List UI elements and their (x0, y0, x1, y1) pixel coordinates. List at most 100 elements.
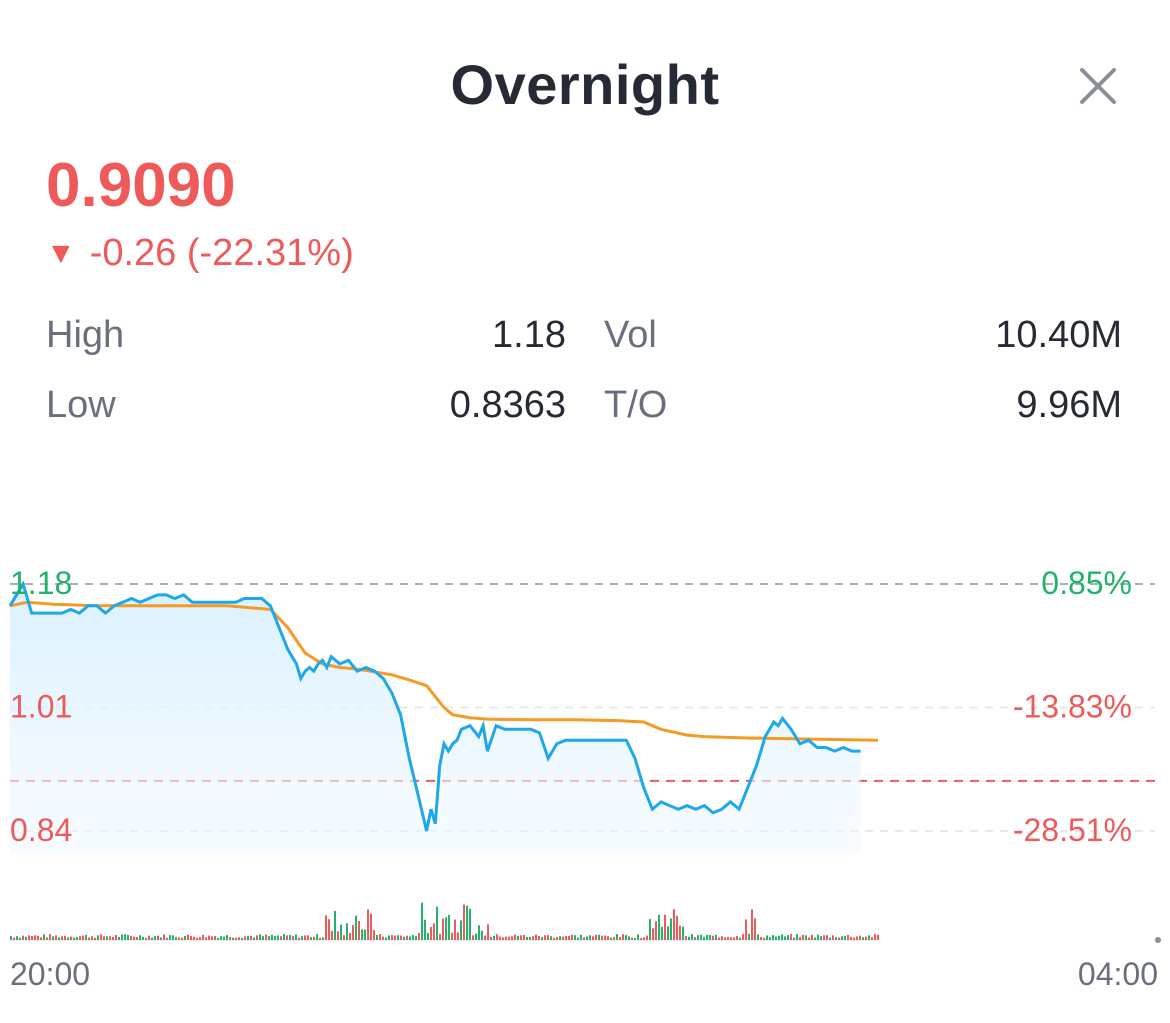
volume-bar (664, 914, 666, 940)
volume-bar (799, 936, 801, 940)
volume-bar (502, 937, 504, 940)
volume-bar (379, 934, 381, 940)
volume-bar (487, 924, 489, 940)
volume-bar (466, 905, 468, 940)
volume-bar (730, 937, 732, 940)
volume-bar (262, 936, 264, 940)
volume-bar (691, 934, 693, 940)
volume-bar (841, 936, 843, 940)
volume-bar (688, 936, 690, 940)
volume-bar (784, 936, 786, 940)
volume-bar (244, 936, 246, 940)
volume-bar (559, 936, 561, 940)
volume-bar (97, 935, 99, 940)
vol-value: 10.40M (995, 314, 1122, 356)
volume-bar (742, 934, 744, 940)
close-icon[interactable] (1076, 64, 1120, 108)
intraday-chart[interactable]: 1.18 1.01 0.84 0.85% -13.83% -28.51% 20:00 04:0… (0, 540, 1170, 1023)
volume-bar (457, 932, 459, 940)
volume-bar (634, 937, 636, 940)
y-right-tick-label: -28.51% (1013, 812, 1132, 848)
volume-bar (505, 936, 507, 940)
volume-bar (19, 937, 21, 940)
volume-bar (325, 915, 327, 940)
average-price-line (9, 600, 879, 742)
volume-bar (706, 934, 708, 940)
high-label: High (46, 314, 125, 356)
volume-bar (208, 935, 210, 940)
volume-bar (340, 924, 342, 940)
volume-bar (58, 937, 60, 940)
volume-bar (685, 935, 687, 940)
volume-bar (472, 935, 474, 940)
volume-bar (151, 937, 153, 940)
volume-bar (814, 937, 816, 940)
x-tick-label: 20:00 (10, 956, 90, 992)
volume-bar (475, 933, 477, 940)
volume-bar (430, 927, 432, 940)
volume-bar (361, 929, 363, 940)
volume-bar (547, 935, 549, 940)
volume-bar (271, 934, 273, 940)
volume-bar (520, 935, 522, 940)
volume-bar (403, 936, 405, 940)
volume-bar (373, 930, 375, 940)
volume-bar (877, 934, 879, 940)
vol-label: Vol (604, 314, 657, 356)
volume-bar (682, 926, 684, 940)
volume-bar (541, 937, 543, 940)
volume-bar (16, 936, 18, 940)
volume-bar (496, 934, 498, 940)
volume-bar (808, 937, 810, 940)
volume-bar (199, 937, 201, 940)
volume-bar (577, 937, 579, 940)
volume-bar (85, 934, 87, 940)
volume-bar (109, 936, 111, 940)
volume-bar (202, 934, 204, 940)
y-right-tick-label: -13.83% (1013, 689, 1132, 725)
volume-bar (100, 934, 102, 940)
volume-bar (445, 917, 447, 940)
volume-bar (235, 937, 237, 940)
low-value: 0.8363 (449, 384, 566, 426)
volume-bar (223, 936, 225, 940)
volume-bar (259, 934, 261, 940)
volume-bar (868, 935, 870, 940)
volume-bar (538, 936, 540, 940)
volume-bar (79, 936, 81, 940)
volume-bar (310, 937, 312, 940)
volume-bar (760, 937, 762, 940)
volume-bar (751, 909, 753, 940)
y-left-tick-label: 1.18 (10, 565, 72, 601)
volume-bar (478, 925, 480, 940)
volume-bar (637, 934, 639, 940)
volume-bar (115, 935, 117, 940)
volume-bar (217, 937, 219, 940)
volume-bar (427, 932, 429, 940)
volume-bar (196, 937, 198, 940)
volume-bar (712, 935, 714, 940)
volume-bar (46, 937, 48, 940)
volume-bar (424, 919, 426, 940)
volume-bar (181, 937, 183, 940)
volume-bar (640, 937, 642, 940)
volume-bar (493, 935, 495, 940)
volume-bar (337, 931, 339, 940)
volume-bar (652, 928, 654, 940)
volume-bar (253, 937, 255, 940)
volume-bar (463, 904, 465, 940)
volume-bar (571, 934, 573, 940)
volume-bar (853, 937, 855, 940)
volume-bar (763, 937, 765, 940)
volume-bar (433, 923, 435, 940)
volume-bar (94, 937, 96, 940)
volume-bar (136, 937, 138, 940)
volume-bar (514, 934, 516, 940)
volume-bar (55, 935, 57, 940)
volume-bar (523, 935, 525, 940)
volume-bar (613, 937, 615, 940)
volume-bar (352, 925, 354, 940)
volume-bar (112, 936, 114, 940)
volume-bar (376, 935, 378, 940)
